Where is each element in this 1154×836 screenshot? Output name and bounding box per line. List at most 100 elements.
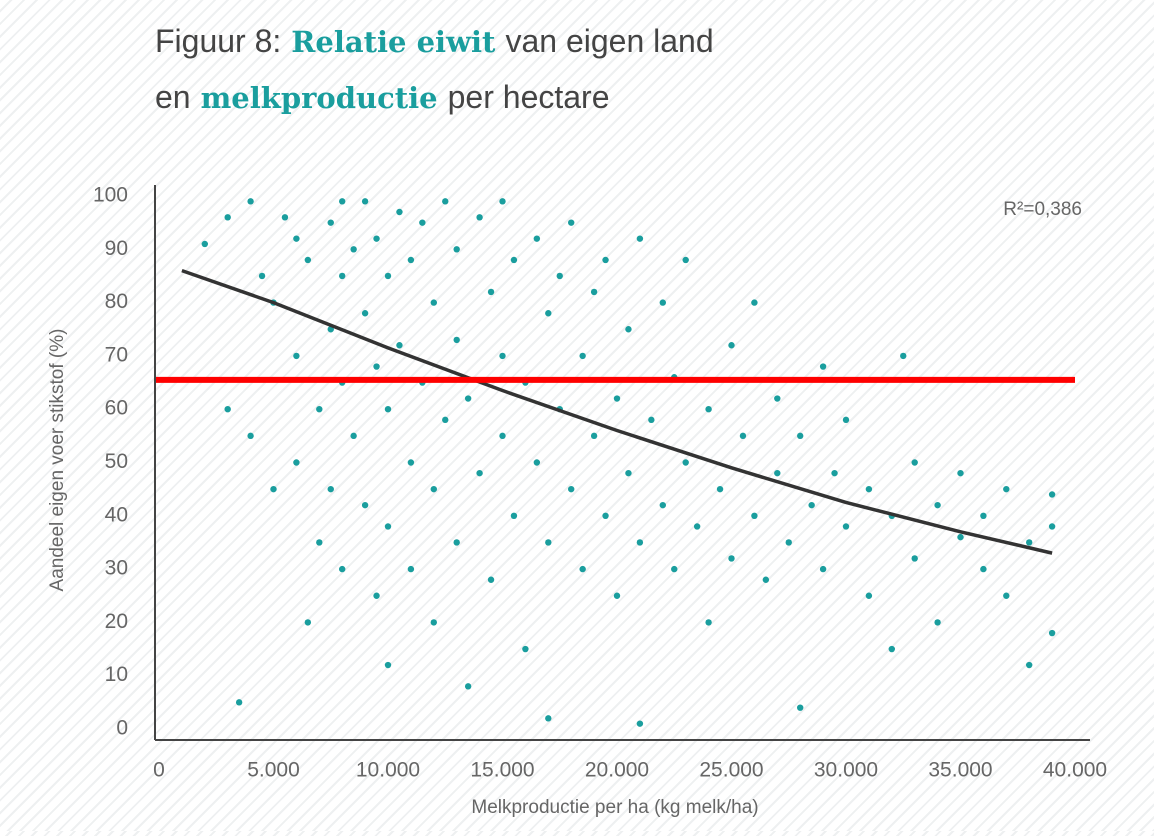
point	[865, 485, 873, 493]
point	[476, 469, 483, 477]
point	[396, 208, 403, 216]
point	[224, 406, 231, 413]
title-text: Figuur 8:	[155, 23, 281, 59]
point	[648, 416, 655, 424]
point	[980, 565, 987, 573]
point	[545, 310, 552, 317]
point	[728, 555, 735, 562]
point	[1026, 539, 1033, 546]
point	[602, 512, 609, 519]
point	[304, 619, 312, 626]
point	[224, 214, 231, 221]
title-emphasis: Relatie eiwit	[291, 25, 496, 59]
point	[842, 523, 850, 530]
point	[705, 406, 712, 413]
point	[361, 501, 369, 509]
point	[636, 235, 644, 242]
point	[1026, 661, 1033, 669]
point	[739, 432, 747, 440]
x-tick-label: 30.000	[814, 759, 878, 782]
point	[510, 512, 518, 519]
point	[384, 406, 392, 413]
trend-line	[181, 268, 1053, 555]
x-tick-label: 20.000	[585, 759, 649, 782]
y-tick-label: 80	[105, 290, 128, 313]
point	[682, 459, 689, 466]
y-tick-label: 70	[105, 343, 128, 366]
point	[270, 485, 277, 493]
point	[499, 198, 506, 205]
point	[327, 485, 334, 493]
x-tick-label: 25.000	[699, 759, 763, 782]
x-tick-label: 15.000	[470, 759, 534, 782]
title-text: en	[155, 79, 191, 115]
point	[556, 272, 563, 280]
point	[980, 512, 987, 519]
point	[602, 256, 609, 264]
point	[545, 715, 552, 722]
point	[247, 432, 254, 440]
point	[613, 395, 621, 402]
y-tick-label: 0	[116, 717, 128, 740]
point	[659, 299, 666, 306]
point	[911, 555, 918, 562]
point	[281, 214, 289, 221]
y-tick-label: 10	[105, 663, 128, 686]
point	[373, 235, 380, 242]
point	[350, 432, 357, 440]
y-tick-label: 30	[105, 557, 128, 580]
point	[636, 539, 644, 546]
point	[797, 432, 804, 440]
x-tick-label: 10.000	[356, 759, 420, 782]
title-line: Figuur 8: Relatie eiwit van eigen land	[155, 23, 714, 59]
point	[499, 352, 506, 360]
y-tick-label: 60	[105, 397, 128, 420]
point	[934, 619, 941, 626]
point	[361, 198, 369, 205]
point	[888, 645, 895, 653]
point	[762, 576, 770, 583]
annotation: R²=0,386	[1003, 199, 1082, 220]
point	[533, 235, 541, 242]
x-tick-label: 0	[153, 759, 165, 782]
point	[327, 219, 334, 226]
point	[1003, 485, 1010, 493]
title-line: en melkproductie per hectare	[155, 79, 610, 115]
point	[716, 485, 724, 493]
point	[510, 256, 518, 264]
point	[842, 416, 850, 424]
y-tick-label: 90	[105, 237, 128, 260]
point	[705, 619, 712, 626]
point	[499, 432, 506, 440]
point	[865, 592, 873, 599]
point	[751, 299, 758, 306]
point	[545, 539, 552, 546]
point	[293, 235, 300, 242]
point	[487, 576, 495, 583]
point	[911, 459, 918, 466]
point	[900, 352, 907, 360]
point	[636, 720, 644, 727]
point	[797, 704, 804, 711]
point	[579, 565, 586, 573]
point	[1003, 592, 1010, 599]
point	[304, 256, 312, 264]
y-tick-label: 40	[105, 503, 128, 526]
point	[659, 501, 666, 509]
point	[957, 533, 964, 541]
y-tick-label: 100	[93, 184, 128, 207]
point	[1048, 523, 1056, 530]
point	[316, 406, 323, 413]
point	[350, 246, 357, 253]
point	[522, 645, 529, 653]
point	[579, 352, 586, 360]
point	[568, 219, 575, 226]
point	[201, 240, 208, 248]
point	[774, 395, 781, 402]
point	[407, 565, 415, 573]
point	[235, 699, 243, 706]
point	[442, 416, 449, 424]
point	[396, 342, 403, 349]
